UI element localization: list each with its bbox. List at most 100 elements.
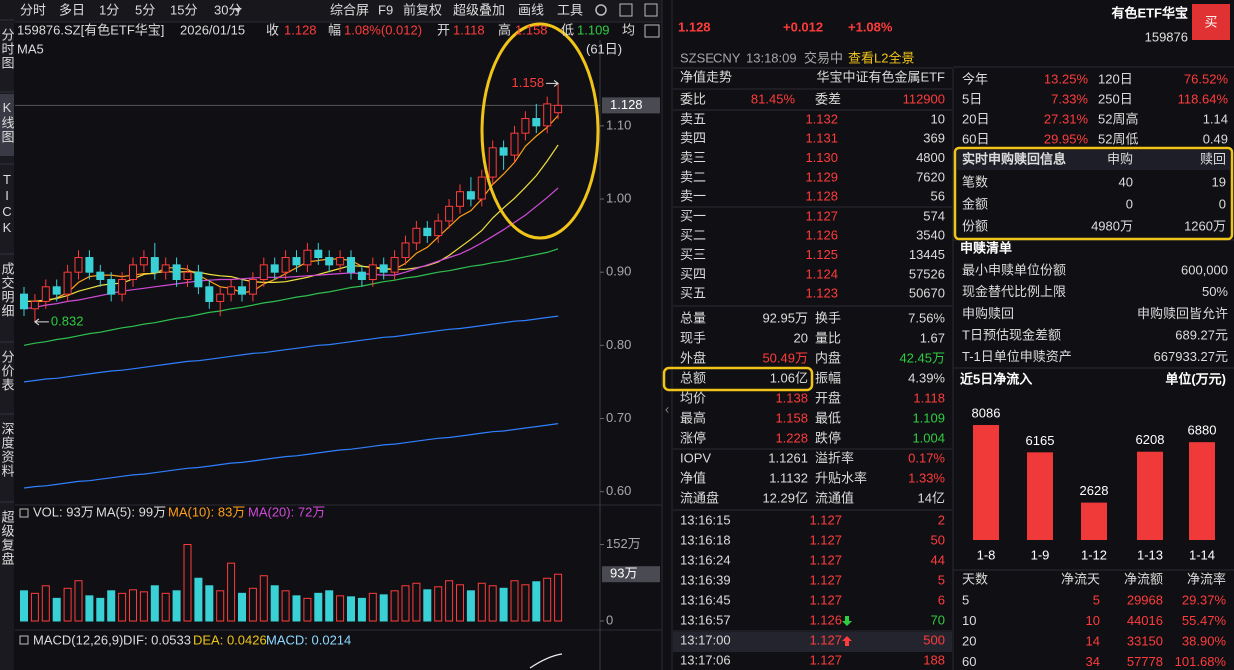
volume-bar xyxy=(248,587,257,622)
volume-bar xyxy=(227,562,236,622)
tool-button[interactable]: F9 xyxy=(378,2,393,17)
side-tab[interactable]: TICK xyxy=(0,172,15,236)
y-tick-label: 0.90 xyxy=(606,264,631,279)
candle-body xyxy=(96,271,105,280)
buy-button[interactable]: 买 xyxy=(1204,14,1217,29)
volume-bar xyxy=(194,577,203,622)
book-label: 买三 xyxy=(680,247,706,262)
volume-bar xyxy=(20,590,28,622)
book-label: 买一 xyxy=(680,208,706,223)
stat-label: 流通盘 xyxy=(680,490,719,505)
period-tab[interactable]: 分时 xyxy=(20,2,46,17)
side-tab[interactable]: 成交明细 xyxy=(0,262,15,318)
label: 52周高 xyxy=(1098,111,1138,126)
return-value: 76.52% xyxy=(1184,71,1229,86)
period-tab[interactable]: 1分 xyxy=(99,2,119,17)
collapse-arrow[interactable]: ‹ xyxy=(665,401,669,416)
side-tab[interactable]: 深度资料 xyxy=(0,422,15,478)
side-tab[interactable]: 分价表 xyxy=(0,350,15,392)
stat-label: 总量 xyxy=(680,310,706,325)
tool-button[interactable]: 综合屏 xyxy=(330,2,369,17)
candle-body xyxy=(150,257,159,273)
tick-volume: 500 xyxy=(923,632,945,647)
book-volume: 13445 xyxy=(909,247,945,262)
y-tick-label: 0.80 xyxy=(606,337,631,352)
tool-button[interactable]: 工具 xyxy=(557,2,583,17)
side-tab[interactable]: 分时图 xyxy=(0,28,15,70)
tick-price: 1.127 xyxy=(809,532,842,547)
label: 600,000 xyxy=(1181,262,1228,277)
book-price: 1.128 xyxy=(805,189,838,204)
book-price: 1.129 xyxy=(805,169,838,184)
status-text: SZSE xyxy=(680,50,714,65)
stat-label: 量比 xyxy=(815,330,841,345)
period-tab[interactable]: 多日 xyxy=(59,2,85,17)
l2-link[interactable]: 查看L2全景 xyxy=(848,50,914,65)
candle-body xyxy=(118,279,127,295)
period-tab[interactable]: 15分 xyxy=(170,2,197,17)
table-cell: 5 xyxy=(962,592,969,607)
tool-button[interactable]: 超级叠加 xyxy=(453,2,505,17)
y-tick-label: 1.10 xyxy=(606,117,631,132)
stat-label: 最低 xyxy=(815,410,841,425)
window-icon[interactable] xyxy=(644,3,658,17)
volume-header: MA(10): 83万 xyxy=(168,504,245,519)
volume-bar xyxy=(139,591,148,622)
side-tab[interactable]: 超级复盘 xyxy=(0,510,15,566)
label: 120日 xyxy=(1098,71,1133,86)
tick-time: 13:16:39 xyxy=(680,572,731,587)
candle-body xyxy=(107,279,116,295)
volume-bar xyxy=(281,590,290,622)
stat-label: 现手 xyxy=(680,330,706,345)
table-cell: 29968 xyxy=(1127,592,1163,607)
candle-body xyxy=(194,271,203,288)
settings-icon[interactable] xyxy=(595,4,607,16)
book-volume: 50670 xyxy=(909,286,945,301)
book-label: 卖二 xyxy=(680,169,706,184)
tool-button[interactable]: 前复权 xyxy=(403,2,442,17)
stat-label: 净值 xyxy=(680,470,706,485)
volume-header: MA(5): 99万 xyxy=(96,504,166,519)
highlight-row xyxy=(673,632,952,652)
info-text: 159876.SZ[有色ETF华宝] xyxy=(17,22,164,37)
x-tick-label: 1-14 xyxy=(1189,547,1215,562)
panel-icon[interactable] xyxy=(19,508,29,518)
return-value: 7.33% xyxy=(1051,91,1088,106)
dropdown-arrow[interactable] xyxy=(234,8,242,13)
period-tab[interactable]: 30分 xyxy=(214,2,241,17)
stat-value: 1.33% xyxy=(908,470,945,485)
ma-label: MA5 xyxy=(17,41,44,56)
down-arrow xyxy=(842,616,852,626)
side-tab[interactable]: K线图 xyxy=(0,100,15,144)
nav-tab[interactable]: 净值走势 xyxy=(680,69,732,84)
candle-body xyxy=(314,249,323,259)
volume-bar xyxy=(107,590,116,622)
tick-price: 1.127 xyxy=(809,652,842,667)
info-text: 1.08%(0.012) xyxy=(344,22,422,37)
window-icon[interactable] xyxy=(619,3,633,17)
volume-bar xyxy=(390,590,399,622)
label: 1260万 xyxy=(1184,218,1226,233)
candle-body xyxy=(63,271,72,295)
toolbar-bg xyxy=(0,0,662,22)
period-tab[interactable]: 5分 xyxy=(135,2,155,17)
volume-bar xyxy=(379,594,388,622)
tick-time: 13:16:57 xyxy=(680,612,731,627)
label: 250日 xyxy=(1098,91,1133,106)
active-tab-bg xyxy=(0,94,14,156)
candle-body xyxy=(368,264,377,281)
highlight-box xyxy=(953,146,1234,241)
candle-body xyxy=(434,220,443,237)
x-tick-label: 1-9 xyxy=(1031,547,1050,562)
label: 笔数 xyxy=(962,174,988,189)
candle-body xyxy=(85,257,94,273)
tool-button[interactable]: 画线 xyxy=(518,2,544,17)
volume-bar xyxy=(357,597,366,622)
volume-header: MA(20): 72万 xyxy=(248,504,325,519)
bar xyxy=(973,425,999,540)
badge-icon[interactable] xyxy=(644,24,660,38)
tick-price: 1.127 xyxy=(809,512,842,527)
candle-body xyxy=(357,271,366,280)
panel-icon[interactable] xyxy=(19,635,29,645)
volume-bar xyxy=(238,592,246,622)
